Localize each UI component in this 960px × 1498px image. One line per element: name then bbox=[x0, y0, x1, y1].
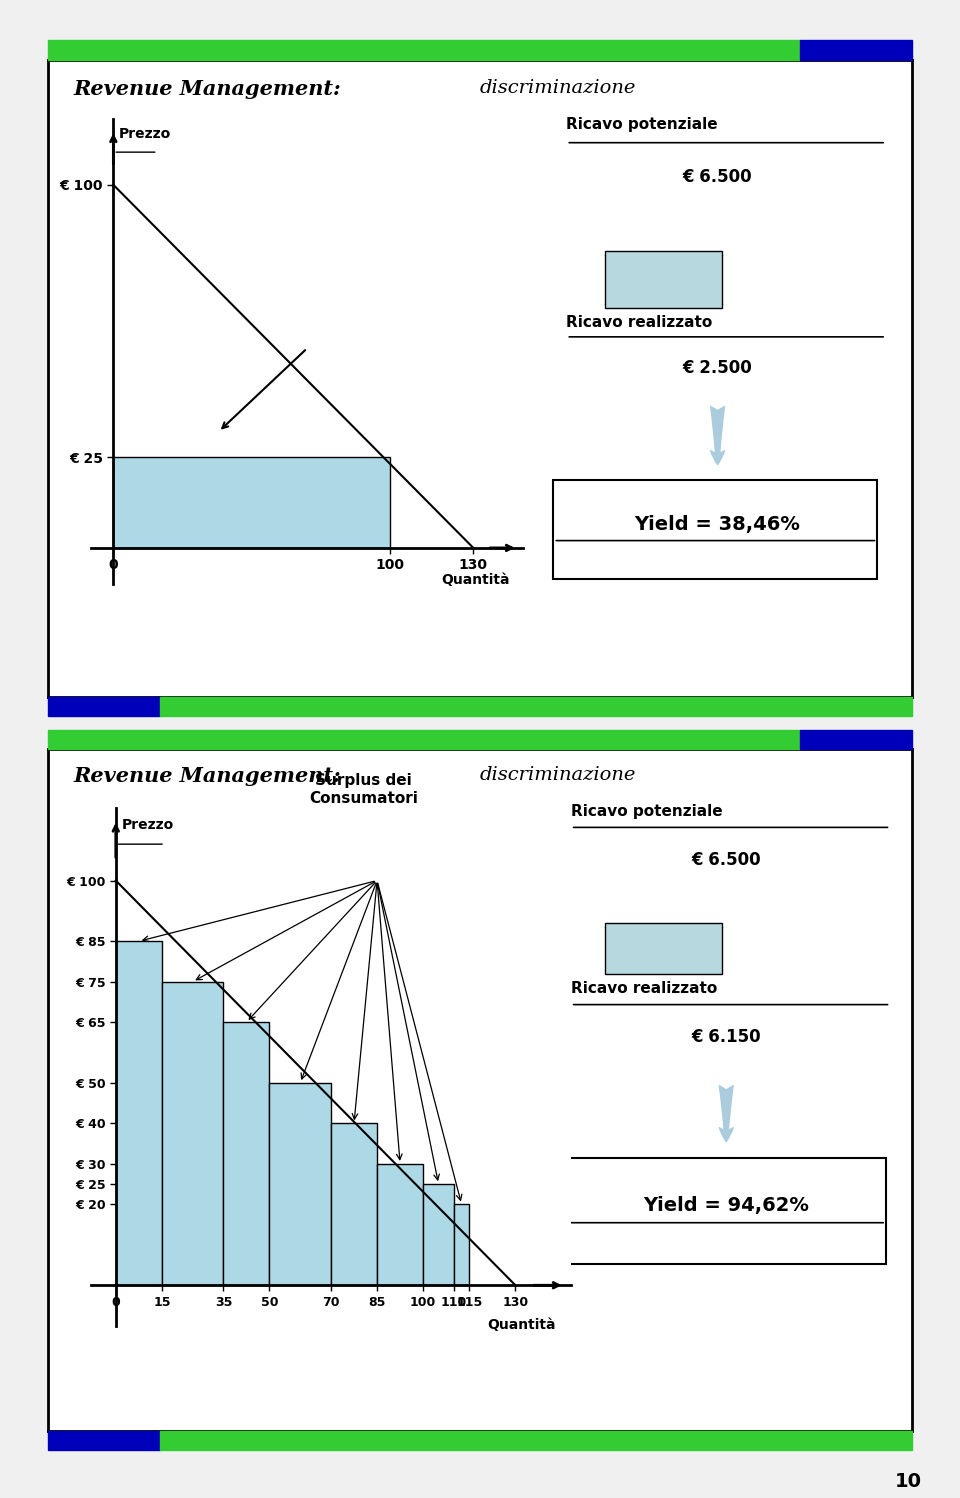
Text: € 2.500: € 2.500 bbox=[683, 360, 753, 377]
Text: Revenue Management:: Revenue Management: bbox=[74, 765, 342, 786]
Bar bbox=[160, 697, 912, 716]
FancyBboxPatch shape bbox=[606, 923, 722, 974]
Bar bbox=[48, 697, 160, 716]
Text: 10: 10 bbox=[895, 1471, 922, 1491]
Text: Surplus dei
Consumatori: Surplus dei Consumatori bbox=[309, 773, 418, 806]
Text: Ricavo realizzato: Ricavo realizzato bbox=[570, 981, 717, 996]
Bar bbox=[48, 1431, 160, 1450]
Bar bbox=[116, 941, 162, 1285]
Bar bbox=[331, 1124, 377, 1285]
Bar bbox=[48, 40, 800, 60]
Text: € 6.500: € 6.500 bbox=[683, 168, 753, 186]
Text: Yield = 38,46%: Yield = 38,46% bbox=[635, 515, 801, 535]
Text: € 6.500: € 6.500 bbox=[691, 851, 761, 869]
Bar bbox=[800, 730, 912, 749]
Bar bbox=[423, 1183, 454, 1285]
Bar bbox=[800, 40, 912, 60]
Bar bbox=[270, 1083, 331, 1285]
Text: discriminazione: discriminazione bbox=[480, 765, 636, 783]
Text: Prezzo: Prezzo bbox=[122, 818, 174, 831]
Text: Prezzo: Prezzo bbox=[119, 127, 171, 141]
Bar bbox=[162, 981, 224, 1285]
FancyBboxPatch shape bbox=[563, 1158, 886, 1264]
FancyBboxPatch shape bbox=[606, 250, 722, 309]
Bar bbox=[160, 1431, 912, 1450]
Text: Ricavo potenziale: Ricavo potenziale bbox=[570, 803, 722, 818]
Bar bbox=[454, 1204, 469, 1285]
Text: Revenue Management:: Revenue Management: bbox=[74, 79, 342, 99]
Text: Ricavo realizzato: Ricavo realizzato bbox=[566, 315, 712, 330]
Text: Surplus dei
Consumatori
€ 3.750: Surplus dei Consumatori € 3.750 bbox=[211, 244, 321, 300]
Text: € 6.150: € 6.150 bbox=[691, 1029, 761, 1047]
Bar bbox=[113, 457, 391, 548]
Text: Yield = 94,62%: Yield = 94,62% bbox=[643, 1197, 809, 1215]
Text: Ricavo potenziale: Ricavo potenziale bbox=[566, 117, 718, 132]
Bar bbox=[224, 1022, 270, 1285]
Text: Quantità: Quantità bbox=[441, 574, 510, 587]
Bar bbox=[48, 730, 800, 749]
Text: Quantità: Quantità bbox=[487, 1318, 555, 1332]
Text: discriminazione: discriminazione bbox=[480, 79, 636, 97]
FancyBboxPatch shape bbox=[553, 479, 877, 578]
Bar bbox=[377, 1164, 423, 1285]
